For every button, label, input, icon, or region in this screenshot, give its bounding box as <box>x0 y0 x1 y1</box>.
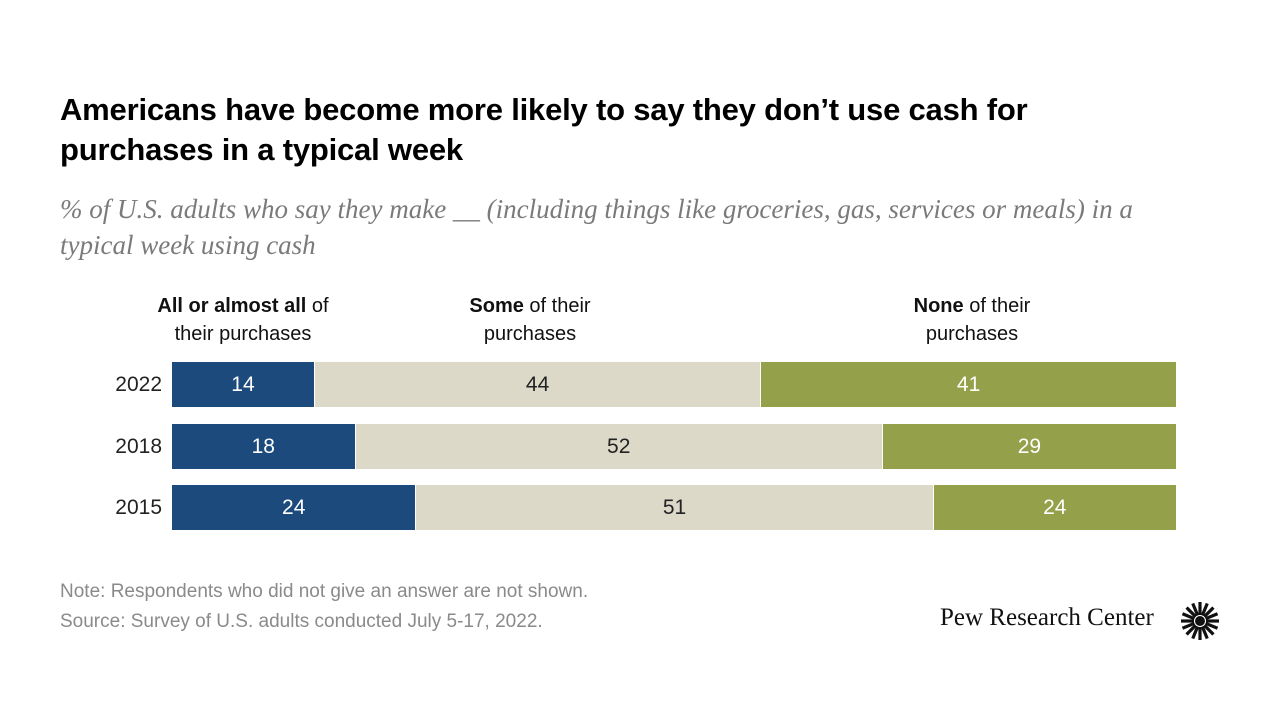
data-label: 51 <box>662 495 687 519</box>
data-label: 14 <box>231 372 255 396</box>
legend-none-bold: None <box>913 295 964 317</box>
data-label: 41 <box>956 372 981 396</box>
pew-logo-text: Pew Research Center <box>940 604 1154 631</box>
data-label: 18 <box>251 434 275 458</box>
pew-logo-icon <box>1181 602 1219 640</box>
legend-none-rest2: purchases <box>925 323 1019 345</box>
legend-some-rest2: purchases <box>483 323 577 345</box>
bar-segment-all: 24 <box>172 485 416 530</box>
note: Note: Respondents who did not give an an… <box>60 581 589 602</box>
data-label: 52 <box>607 434 631 458</box>
bar-row-2022: 2022 14 44 41 <box>0 362 1280 408</box>
bar-row-2015: 2015 24 51 24 <box>0 485 1280 531</box>
bar-row-2018: 2018 18 52 29 <box>0 424 1280 470</box>
legend-all-bold: All or almost all <box>157 295 307 317</box>
bar-segment-none: 41 <box>760 362 1176 407</box>
bar-segment-some: 51 <box>415 485 933 530</box>
bar-segment-all: 14 <box>172 362 314 407</box>
stacked-bar: 18 52 29 <box>172 424 1176 469</box>
bar-segment-none: 29 <box>881 424 1176 469</box>
legend-all: All or almost all of their purchases <box>130 292 356 348</box>
chart-title: Americans have become more likely to say… <box>60 92 1028 167</box>
legend-none-rest1: of their <box>963 295 1031 317</box>
stacked-bar: 24 51 24 <box>172 485 1176 530</box>
legend-some-rest1: of their <box>523 295 591 317</box>
chart-subtitle: % of U.S. adults who say they make __ (i… <box>60 194 1133 260</box>
legend-none: None of their purchases <box>862 292 1082 348</box>
source: Source: Survey of U.S. adults conducted … <box>60 611 543 632</box>
legend-all-rest2: their purchases <box>174 323 312 345</box>
data-label: 29 <box>1017 434 1042 458</box>
data-label: 24 <box>1043 495 1067 519</box>
year-label: 2018 <box>115 435 162 458</box>
data-label: 44 <box>525 372 550 396</box>
legend-all-rest1: of <box>306 295 329 317</box>
data-label: 24 <box>282 495 306 519</box>
bar-segment-all: 18 <box>172 424 355 469</box>
bar-segment-some: 44 <box>313 362 761 407</box>
legend-some-bold: Some <box>469 295 524 317</box>
legend-some: Some of their purchases <box>420 292 640 348</box>
bar-segment-none: 24 <box>932 485 1176 530</box>
year-label: 2015 <box>115 496 162 519</box>
year-label: 2022 <box>115 373 162 396</box>
bar-segment-some: 52 <box>354 424 882 469</box>
stacked-bar: 14 44 41 <box>172 362 1176 407</box>
